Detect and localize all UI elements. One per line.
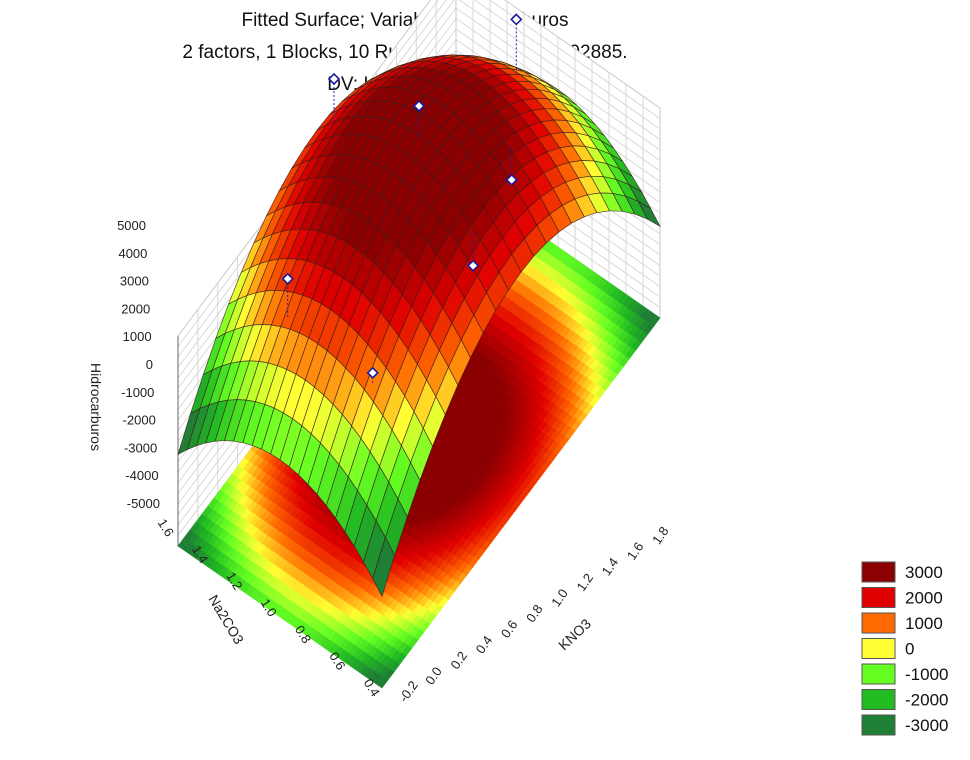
x-tick-label: 0.0 <box>422 664 445 687</box>
legend-label: -2000 <box>905 691 948 710</box>
x-tick-label: 0.2 <box>447 649 470 672</box>
observed-point <box>510 13 523 26</box>
legend-label: 2000 <box>905 589 943 608</box>
x-tick-label: 0.8 <box>523 602 546 625</box>
legend-swatch <box>861 663 896 685</box>
legend-swatch <box>861 612 896 634</box>
legend-label: 0 <box>905 640 914 659</box>
x-tick-label: 0.6 <box>498 617 521 640</box>
fitted-surface <box>177 54 661 598</box>
x-tick-label: 0.4 <box>473 633 496 656</box>
surface-cell <box>372 536 395 598</box>
z-tick-label: 0 <box>146 357 153 372</box>
x-axis-label: KNO3 <box>555 615 594 653</box>
observed-point <box>505 173 518 186</box>
legend-label: -1000 <box>905 665 948 684</box>
z-axis-label: Hidrocarburos <box>88 363 104 451</box>
legend-label: 3000 <box>905 563 943 582</box>
z-tick-label: -1000 <box>121 385 154 400</box>
y-axis-label: Na2CO3 <box>205 592 247 647</box>
x-tick-label: 1.4 <box>599 555 622 578</box>
z-tick-label: 4000 <box>118 246 147 261</box>
x-tick-label: -0.2 <box>396 678 421 705</box>
z-tick-label: -4000 <box>125 468 158 483</box>
z-tick-label: 3000 <box>120 274 149 289</box>
legend-label: -3000 <box>905 716 948 735</box>
z-tick-label: 2000 <box>121 301 150 316</box>
z-tick-label: 5000 <box>117 218 146 233</box>
z-tick-label: 1000 <box>123 329 152 344</box>
x-tick-label: 1.2 <box>573 571 596 594</box>
z-axis-ticks: -5000 -4000 -3000 -2000 -1000 0 1000 2000 3000 40… <box>117 218 160 511</box>
legend: 3000 2000 1000 0 -1000 -2000 -3000 <box>861 561 948 736</box>
legend-swatch <box>861 587 896 608</box>
legend-swatch <box>861 638 896 659</box>
z-tick-label: -3000 <box>124 440 157 455</box>
x-tick-label: 1.0 <box>548 586 571 609</box>
observed-point <box>327 72 341 86</box>
legend-swatch <box>861 714 896 736</box>
legend-swatch <box>861 561 896 583</box>
z-tick-label: -5000 <box>127 496 160 511</box>
y-tick-label: 1.6 <box>155 516 177 539</box>
x-tick-label: 1.6 <box>624 539 647 562</box>
observed-points <box>281 13 523 386</box>
observed-point <box>412 99 426 113</box>
observed-point <box>366 366 379 379</box>
observed-point <box>466 259 480 272</box>
z-tick-label: -2000 <box>123 413 156 428</box>
legend-label: 1000 <box>905 614 943 633</box>
legend-swatch <box>861 689 896 710</box>
x-tick-label: 1.8 <box>649 524 672 547</box>
observed-point <box>281 272 294 285</box>
